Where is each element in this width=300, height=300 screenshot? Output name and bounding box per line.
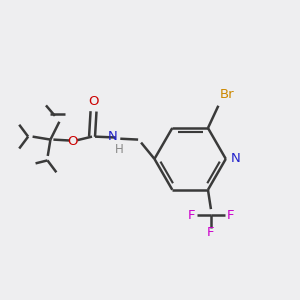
Text: N: N [108, 130, 117, 143]
Text: F: F [207, 226, 215, 239]
Text: F: F [226, 208, 234, 222]
Text: H: H [114, 143, 123, 156]
Text: F: F [188, 208, 195, 222]
Text: O: O [88, 95, 99, 108]
Text: N: N [231, 152, 241, 165]
Text: Br: Br [220, 88, 235, 101]
Text: O: O [68, 135, 78, 148]
